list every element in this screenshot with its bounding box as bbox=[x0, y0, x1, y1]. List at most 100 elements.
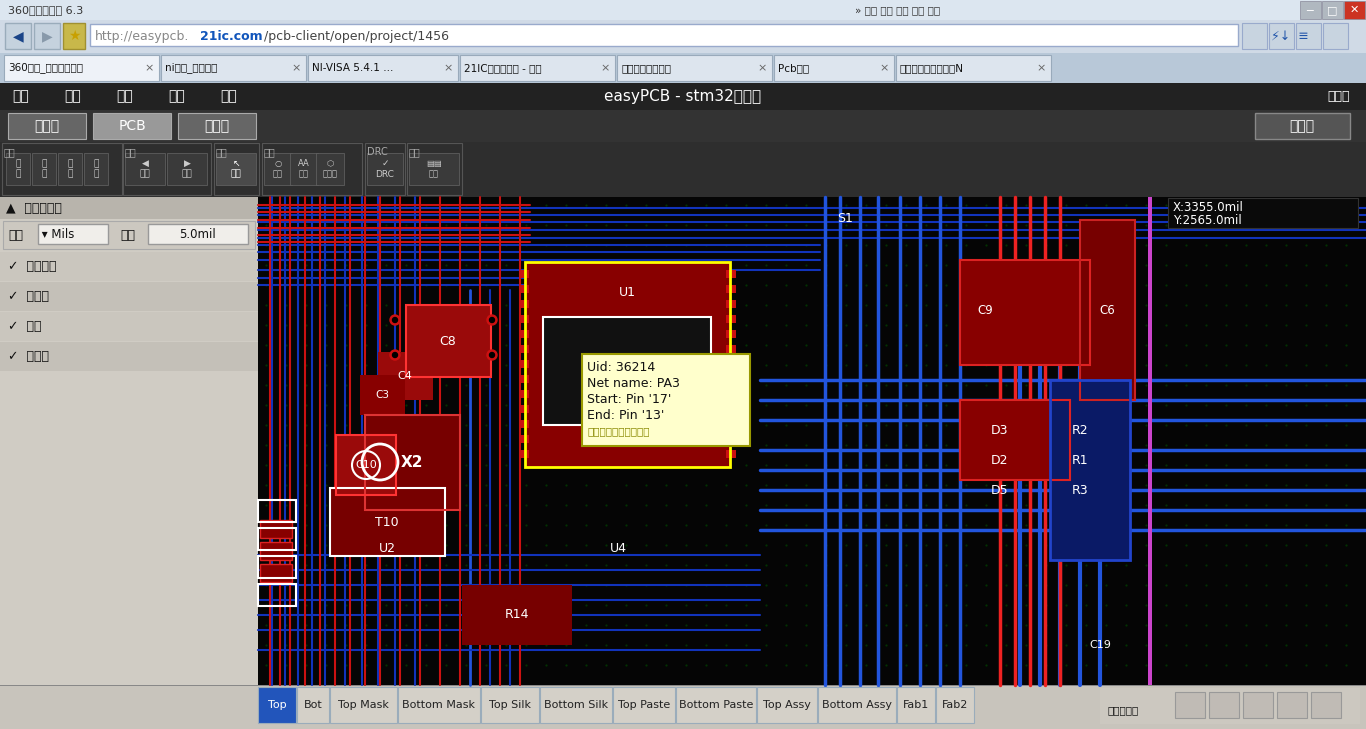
Text: 输入当前选择局面布局: 输入当前选择局面布局 bbox=[587, 426, 649, 436]
Bar bbox=[1344, 1, 1365, 19]
Text: ▶
重做: ▶ 重做 bbox=[182, 160, 193, 179]
Bar bbox=[264, 153, 292, 185]
Text: 5.0mil: 5.0mil bbox=[179, 227, 216, 241]
Text: ▾ Mils: ▾ Mils bbox=[38, 227, 74, 241]
Text: C3: C3 bbox=[376, 390, 389, 400]
Text: » 文件 查看 收藏 工具 帮助: » 文件 查看 收藏 工具 帮助 bbox=[855, 5, 940, 15]
Bar bbox=[725, 405, 736, 413]
Text: ✓  板构造: ✓ 板构造 bbox=[8, 289, 49, 303]
Bar bbox=[290, 153, 318, 185]
Circle shape bbox=[392, 318, 398, 322]
Bar bbox=[258, 528, 296, 550]
Text: 物料单: 物料单 bbox=[205, 119, 229, 133]
Bar bbox=[1100, 688, 1361, 724]
Text: C6: C6 bbox=[1100, 303, 1115, 316]
Bar bbox=[725, 300, 736, 308]
Bar bbox=[0, 0, 1366, 20]
Bar bbox=[0, 20, 1366, 53]
Bar bbox=[296, 687, 329, 723]
Circle shape bbox=[489, 318, 494, 322]
Bar bbox=[1175, 692, 1205, 718]
Bar bbox=[1050, 380, 1130, 560]
Bar bbox=[725, 270, 736, 278]
Text: 编辑: 编辑 bbox=[64, 89, 81, 103]
Text: 原理图: 原理图 bbox=[34, 119, 60, 133]
Text: U4: U4 bbox=[609, 542, 627, 555]
Bar bbox=[0, 197, 258, 219]
Text: 动作: 动作 bbox=[216, 147, 228, 157]
Text: ×: × bbox=[1037, 63, 1046, 73]
Bar bbox=[34, 23, 60, 49]
Bar bbox=[4, 55, 158, 81]
Bar bbox=[725, 285, 736, 293]
Circle shape bbox=[391, 350, 400, 360]
Bar bbox=[407, 143, 462, 195]
Bar bbox=[725, 345, 736, 353]
Bar bbox=[0, 252, 258, 281]
Text: easyPCB - stm32开发板: easyPCB - stm32开发板 bbox=[604, 88, 762, 104]
Text: 工具: 工具 bbox=[408, 147, 421, 157]
Bar bbox=[725, 375, 736, 383]
Text: Fab2: Fab2 bbox=[941, 700, 968, 710]
Text: ×: × bbox=[444, 63, 452, 73]
Text: X:3355.0mil: X:3355.0mil bbox=[1173, 200, 1244, 214]
Bar bbox=[262, 143, 362, 195]
Bar bbox=[8, 113, 86, 139]
Text: 文剑高: 文剑高 bbox=[1328, 90, 1350, 103]
Text: T10: T10 bbox=[376, 515, 399, 529]
Circle shape bbox=[488, 350, 497, 360]
Text: ▲  单位和网格: ▲ 单位和网格 bbox=[5, 201, 61, 214]
Bar bbox=[1277, 692, 1307, 718]
Text: 21IC中国电子网 - 中博: 21IC中国电子网 - 中博 bbox=[464, 63, 542, 73]
Bar bbox=[258, 556, 296, 578]
Bar bbox=[481, 687, 540, 723]
Bar bbox=[519, 420, 529, 428]
Text: 360安全浏览器 6.3: 360安全浏览器 6.3 bbox=[8, 5, 83, 15]
Text: C4: C4 bbox=[398, 371, 413, 381]
Text: 美国国家仪器公司（N: 美国国家仪器公司（N bbox=[900, 63, 964, 73]
Bar bbox=[31, 153, 56, 185]
Bar bbox=[519, 345, 529, 353]
Text: 泣吧！小火伴们遧: 泣吧！小火伴们遧 bbox=[622, 63, 671, 73]
Text: 21ic.com: 21ic.com bbox=[199, 29, 262, 42]
Text: Net name: PA3: Net name: PA3 bbox=[587, 376, 680, 389]
Text: ★: ★ bbox=[68, 29, 81, 43]
Bar bbox=[258, 687, 296, 723]
Bar bbox=[725, 360, 736, 368]
Bar bbox=[519, 375, 529, 383]
Bar bbox=[63, 23, 85, 49]
Bar bbox=[519, 330, 529, 338]
Bar bbox=[0, 282, 258, 311]
Text: 历史: 历史 bbox=[126, 147, 137, 157]
Text: ×: × bbox=[757, 63, 766, 73]
Text: 单位: 单位 bbox=[8, 228, 23, 241]
Bar bbox=[126, 153, 165, 185]
Bar bbox=[216, 153, 255, 185]
Text: C8: C8 bbox=[440, 335, 456, 348]
Text: R14: R14 bbox=[505, 609, 529, 622]
Bar bbox=[90, 24, 1238, 46]
Bar bbox=[960, 260, 1090, 365]
Text: C10: C10 bbox=[355, 460, 377, 470]
Bar bbox=[336, 435, 396, 495]
Bar bbox=[1050, 380, 1130, 560]
Text: ▤▤
标尺: ▤▤ 标尺 bbox=[426, 160, 441, 179]
Text: Bottom Mask: Bottom Mask bbox=[403, 700, 475, 710]
Text: 网格: 网格 bbox=[120, 228, 135, 241]
Bar bbox=[5, 23, 31, 49]
Bar bbox=[725, 390, 736, 398]
Bar bbox=[5, 153, 30, 185]
Bar bbox=[408, 153, 459, 185]
Text: NI-VISA 5.4.1 …: NI-VISA 5.4.1 … bbox=[311, 63, 393, 73]
Text: Bot: Bot bbox=[303, 700, 322, 710]
Text: 帮助: 帮助 bbox=[220, 89, 236, 103]
Bar bbox=[365, 415, 460, 510]
Bar bbox=[57, 153, 82, 185]
Bar bbox=[757, 687, 817, 723]
Circle shape bbox=[488, 315, 497, 325]
Text: Uid: 36214: Uid: 36214 bbox=[587, 361, 656, 373]
Bar bbox=[725, 330, 736, 338]
Bar bbox=[1269, 23, 1294, 49]
Text: R1: R1 bbox=[1072, 453, 1089, 467]
Text: 360导航_新一代安全上: 360导航_新一代安全上 bbox=[8, 63, 83, 74]
